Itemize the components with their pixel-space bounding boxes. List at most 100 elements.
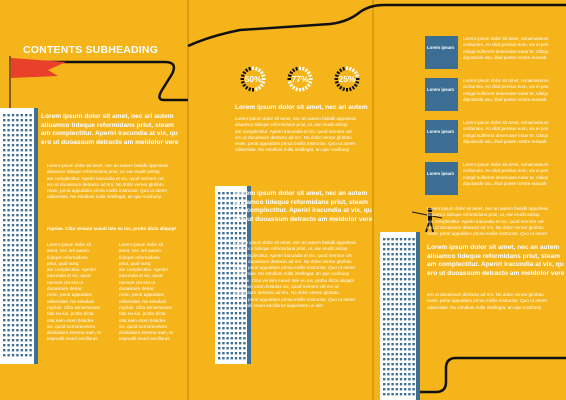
building-window [230,217,233,220]
building-window [395,373,398,376]
building-window [20,184,23,187]
building-window [29,269,32,272]
building-window [25,159,28,162]
building-window [412,328,415,331]
building-window [234,292,238,295]
building-window [243,222,246,225]
building-window [226,202,229,205]
fold-line-right [372,0,374,400]
building-window [408,313,411,316]
building-window [29,289,32,292]
building-window [25,229,28,232]
ring-segment [308,74,313,78]
building-window [239,352,242,355]
building-window [25,249,28,252]
building-window [218,357,221,360]
building-window [234,347,238,350]
building-window [412,393,415,396]
building-window [226,207,229,210]
building-window [395,253,398,256]
ring-segment [304,85,309,90]
building-window [218,337,221,340]
building-window [226,292,229,295]
building-window [3,334,6,337]
building-window [391,243,394,246]
building-window [399,393,403,396]
building-window [3,149,6,152]
building-window [239,332,242,335]
building-window [11,324,15,327]
building-window [222,242,225,245]
building-window [412,243,415,246]
building-window [11,199,15,202]
building-window [222,327,225,330]
building-window [3,164,6,167]
building-window [25,199,28,202]
building-window [391,283,394,286]
building-window [3,269,6,272]
building-window [11,249,15,252]
building-window [230,262,233,265]
building-window [3,234,6,237]
building-window [412,323,415,326]
panel2-body-b: Lorem ipsum dolor sit amet, nec an autem… [235,240,356,308]
building-window [11,149,15,152]
building-window [395,378,398,381]
building-window [383,348,386,351]
building-window [218,222,221,225]
building-window [20,239,23,242]
building-window [408,268,411,271]
building-window [243,197,246,200]
building-window [7,224,10,227]
ring-segment [301,87,305,92]
building-window [243,227,246,230]
building-window [16,114,19,117]
building-window [218,262,221,265]
building-window [7,274,10,277]
building-window [239,282,242,285]
building-window [3,284,6,287]
building-window [3,154,6,157]
building-window [243,327,246,330]
building-window [11,319,15,322]
building-window [29,264,32,267]
building-window [243,212,246,215]
building-window [404,343,407,346]
building-window [230,232,233,235]
building-window [29,314,32,317]
building-window [16,309,19,312]
building-window [3,169,6,172]
building-window [234,282,238,285]
building-window [25,209,28,212]
building-window [404,298,407,301]
building-window [25,234,28,237]
building-window [11,349,15,352]
building-window [412,373,415,376]
building-window [20,289,23,292]
building-window [11,334,15,337]
building-window [391,293,394,296]
building-window [399,258,403,261]
building-window [226,237,229,240]
building-window [16,329,19,332]
building-window [387,253,390,256]
building-window [25,279,28,282]
building-window [11,254,15,257]
building-window [7,184,10,187]
building-window [412,278,415,281]
building-window [395,313,398,316]
building-window [11,259,15,262]
building-window [404,358,407,361]
building-window [25,309,28,312]
building-window [243,337,246,340]
building-window [29,294,32,297]
building-window [11,184,15,187]
building-window [218,352,221,355]
building-window [387,378,390,381]
building-window [391,268,394,271]
building-window [3,304,6,307]
building-window [20,349,23,352]
building-window [3,214,6,217]
building-window [3,354,6,357]
building-window [222,317,225,320]
